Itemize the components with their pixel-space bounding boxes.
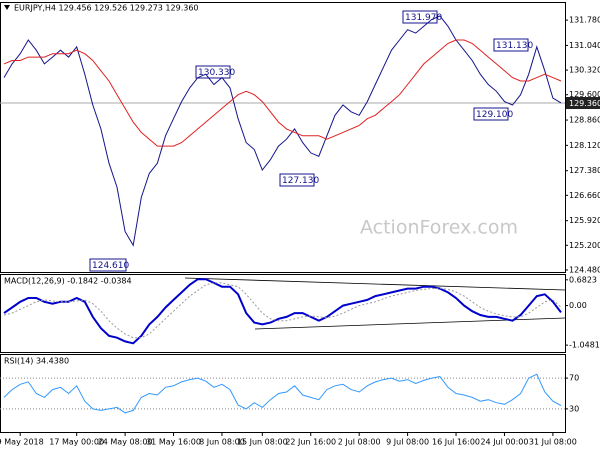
y-tick-label: 125.200 bbox=[569, 241, 600, 250]
annotation: 127.130 bbox=[282, 176, 319, 186]
series-line bbox=[3, 278, 562, 345]
x-tick-label: 8 Jun 08:00 bbox=[199, 438, 245, 447]
y-tick-label: 0.00 bbox=[569, 301, 587, 310]
y-tick-label: 130.320 bbox=[569, 66, 600, 75]
current-price-box bbox=[566, 97, 600, 109]
macd-title: MACD(12,26,9) -0.1842 -0.0384 bbox=[4, 277, 132, 286]
y-tick-label: 128.120 bbox=[569, 141, 600, 150]
trend-line bbox=[184, 277, 566, 291]
y-tick-label: 127.380 bbox=[569, 166, 600, 175]
y-tick-label: 131.780 bbox=[569, 16, 600, 25]
x-tick-label: 24 Jul 00:00 bbox=[480, 438, 528, 447]
y-tick-label: 125.920 bbox=[569, 216, 600, 225]
annotation: 129.100 bbox=[476, 110, 513, 120]
y-tick-label: 126.660 bbox=[569, 191, 600, 200]
x-tick-label: 24 May 08:00 bbox=[98, 438, 153, 447]
series-line bbox=[3, 15, 562, 247]
current-price-label: 129.360 bbox=[569, 99, 600, 108]
annotations: 131.970 131.130 130.330 129.100 127.130 … bbox=[89, 10, 533, 272]
annotation: 124.610 bbox=[92, 261, 129, 271]
rsi-panel bbox=[0, 354, 566, 433]
series-line bbox=[3, 373, 562, 414]
y-tick-label: 124.480 bbox=[569, 265, 600, 274]
y-tick-label: 0.6823 bbox=[569, 275, 597, 284]
y-tick-label: 70 bbox=[569, 374, 579, 383]
x-tick-label: 17 May 00:00 bbox=[49, 438, 104, 447]
y-tick-label: 129.600 bbox=[569, 90, 600, 99]
x-tick-label: 15 Jun 08:00 bbox=[237, 438, 288, 447]
annotation: 131.130 bbox=[496, 41, 533, 51]
x-tick-label: 16 Jul 16:00 bbox=[432, 438, 480, 447]
menu-icon bbox=[4, 5, 10, 10]
y-tick-label: 128.860 bbox=[569, 116, 600, 125]
x-tick-label: 2 Jul 08:00 bbox=[338, 438, 381, 447]
chart-title: EURJPY,H4 129.456 129.526 129.273 129.36… bbox=[14, 4, 199, 13]
price-panel bbox=[0, 2, 566, 273]
macd-panel bbox=[0, 274, 566, 353]
y-tick-label: 30 bbox=[569, 404, 579, 413]
y-tick-label: 131.040 bbox=[569, 41, 600, 50]
x-tick-label: 9 Jul 08:00 bbox=[386, 438, 429, 447]
x-tick-label: 22 Jun 16:00 bbox=[285, 438, 336, 447]
x-tick-label: 31 May 16:00 bbox=[146, 438, 201, 447]
rsi-title: RSI(14) 34.4380 bbox=[4, 357, 69, 366]
series-line bbox=[3, 282, 562, 339]
x-tick-label: 31 Jul 08:00 bbox=[529, 438, 577, 447]
annotation: 130.330 bbox=[198, 68, 235, 78]
x-tick-label: 9 May 2018 bbox=[0, 438, 44, 447]
watermark: ActionForex.com bbox=[360, 217, 518, 239]
series-line bbox=[3, 39, 562, 147]
annotation: 131.970 bbox=[405, 13, 442, 23]
y-tick-label: -1.0481 bbox=[569, 341, 600, 350]
